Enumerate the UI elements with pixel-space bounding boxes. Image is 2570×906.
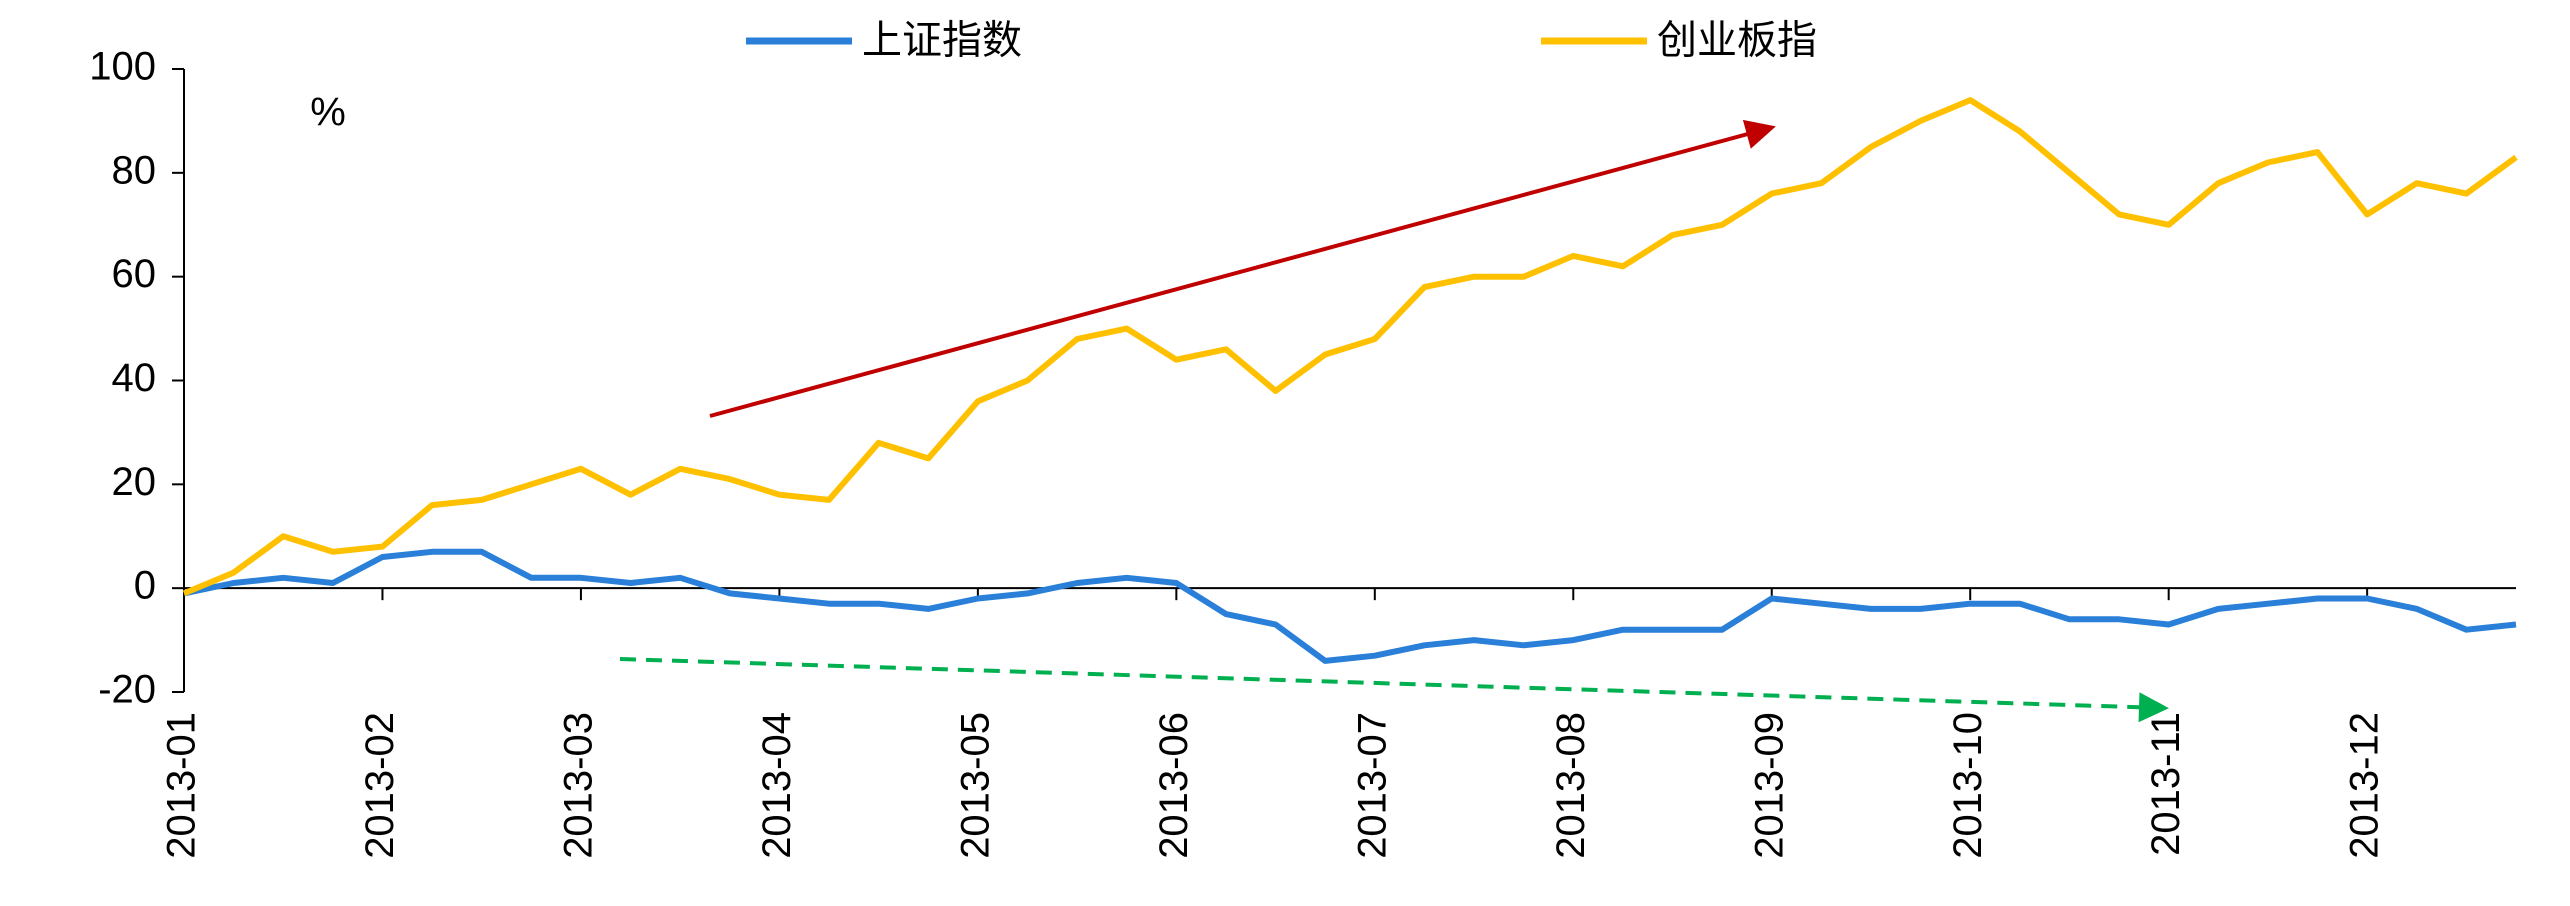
x-tick-label: 2013-05 bbox=[953, 712, 997, 859]
y-tick-label: 100 bbox=[89, 45, 156, 89]
x-tick-label: 2013-06 bbox=[1152, 712, 1196, 859]
x-tick-label: 2013-12 bbox=[2343, 712, 2387, 859]
series-line bbox=[182, 97, 2518, 597]
trend-arrow bbox=[709, 119, 1776, 418]
y-tick-label: 60 bbox=[112, 252, 157, 296]
y-tick-label: 80 bbox=[112, 148, 157, 192]
x-tick-label: 2013-08 bbox=[1549, 712, 1593, 859]
legend-label: 创业板指 bbox=[1657, 19, 1817, 63]
x-tick-label: 2013-07 bbox=[1350, 712, 1394, 859]
x-tick-label: 2013-04 bbox=[755, 712, 799, 859]
trend-arrow bbox=[619, 657, 2169, 723]
y-tick-label: 20 bbox=[112, 460, 157, 504]
y-tick-label: 0 bbox=[134, 564, 156, 608]
y-tick-label: -20 bbox=[98, 668, 156, 712]
x-tick-label: 2013-10 bbox=[1946, 712, 1990, 859]
x-tick-label: 2013-02 bbox=[358, 712, 402, 859]
x-tick-label: 2013-11 bbox=[2144, 712, 2188, 856]
x-tick-label: 2013-09 bbox=[1747, 712, 1791, 859]
unit-label: % bbox=[310, 91, 346, 135]
legend-label: 上证指数 bbox=[862, 19, 1022, 63]
series-line bbox=[183, 548, 2517, 664]
x-tick-label: 2013-01 bbox=[160, 712, 204, 859]
x-tick-label: 2013-03 bbox=[556, 712, 600, 859]
y-tick-label: 40 bbox=[112, 356, 157, 400]
